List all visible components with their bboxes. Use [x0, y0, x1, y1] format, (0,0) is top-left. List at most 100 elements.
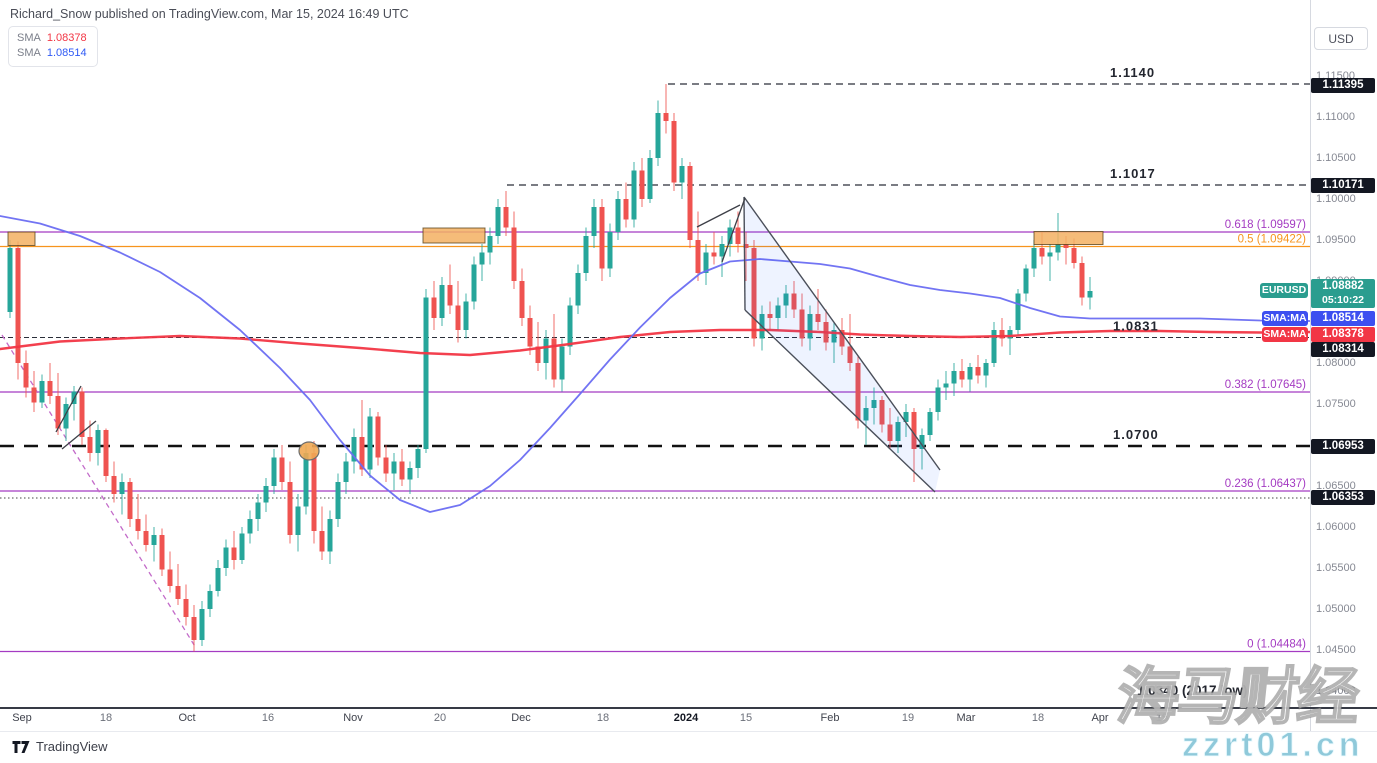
candle-body	[839, 330, 845, 347]
candle-body	[495, 207, 501, 236]
price-tick: 1.11000	[1316, 111, 1355, 123]
wedge-trendline[interactable]	[55, 385, 82, 433]
candle-body	[927, 412, 933, 435]
channel-line[interactable]	[743, 196, 746, 311]
supply-zone-box[interactable]	[1033, 231, 1104, 245]
candle-body	[599, 207, 605, 269]
candle-body	[447, 285, 453, 306]
candle-body	[95, 430, 101, 453]
candlestick-chart-canvas[interactable]: 1.1140 1.1017 1.0831 1.0700 0.618 (1.09597) 0…	[0, 0, 1310, 707]
candle-body	[1015, 293, 1021, 330]
supply-zone-box[interactable]	[422, 227, 486, 244]
wedge-trendline[interactable]	[61, 420, 97, 450]
publish-attribution: Richard_Snow published on TradingView.co…	[10, 7, 409, 21]
candle-body	[711, 252, 717, 257]
candle-body	[343, 461, 349, 482]
candle-body	[775, 305, 781, 318]
channel-line[interactable]	[744, 309, 936, 493]
candle-body	[551, 338, 557, 380]
candle-body	[223, 547, 229, 568]
candle-body	[215, 568, 221, 591]
channel-fill	[744, 197, 940, 492]
candle-body	[63, 404, 69, 429]
candle-body	[391, 461, 397, 474]
candle-body	[15, 248, 21, 363]
candle-body	[671, 121, 677, 183]
candle-body	[143, 531, 149, 545]
time-label: 15	[739, 712, 753, 724]
axis-currency-button[interactable]: USD	[1314, 27, 1368, 50]
candle-body	[255, 502, 261, 519]
sma-fast-line	[0, 328, 1310, 357]
candle-body	[991, 330, 997, 363]
candle-body	[247, 519, 253, 534]
candle-body	[783, 293, 789, 306]
circle-annotation[interactable]	[298, 441, 320, 461]
price-tick: 1.05000	[1316, 603, 1356, 615]
candle-body	[39, 381, 45, 403]
candle-body	[47, 381, 53, 396]
candle-body	[1087, 291, 1093, 298]
tradingview-attribution[interactable]: TradingView	[12, 739, 108, 754]
candle-body	[359, 437, 365, 470]
candle-body	[727, 227, 733, 244]
candle-body	[423, 297, 429, 449]
candle-body	[439, 285, 445, 318]
sma-label: SMA	[17, 32, 41, 44]
sma-slow-value: 1.08514	[46, 47, 87, 59]
wedge-trendline[interactable]	[696, 204, 741, 228]
descending-trendline[interactable]	[1, 334, 197, 649]
fib-label: 0.236 (1.06437)	[1225, 478, 1306, 490]
series-name-badge: EURUSD	[1260, 283, 1308, 298]
price-tick: 1.08000	[1316, 357, 1356, 369]
candle-body	[695, 240, 701, 273]
tradingview-brand-label: TradingView	[36, 739, 108, 754]
candle-body	[239, 533, 245, 560]
candle-body	[583, 236, 589, 273]
candle-body	[103, 430, 109, 476]
candle-body	[807, 314, 813, 339]
price-tick: 1.05500	[1316, 562, 1356, 574]
candle-body	[303, 453, 309, 507]
sma-label: SMA	[17, 47, 41, 59]
candle-body	[271, 457, 277, 486]
candle-body	[855, 363, 861, 421]
candle-body	[815, 314, 821, 322]
time-label: 18	[596, 712, 610, 724]
candle-body	[287, 482, 293, 535]
time-label: 19	[901, 712, 915, 724]
candle-body	[591, 207, 597, 236]
fib-label: 0.618 (1.09597)	[1225, 219, 1306, 231]
candle-body	[415, 449, 421, 468]
candle-body	[191, 617, 197, 640]
legend-sma-slow[interactable]: SMA 1.08514	[17, 46, 87, 61]
candle-body	[871, 400, 877, 408]
candle-body	[1007, 330, 1013, 339]
candle-body	[279, 457, 285, 482]
candle-body	[1039, 248, 1045, 257]
candle-body	[935, 387, 941, 412]
time-label: 15	[1155, 712, 1169, 724]
candle-body	[111, 476, 117, 494]
candle-body	[895, 422, 901, 441]
candle-body	[383, 457, 389, 474]
wedge-trendline[interactable]	[721, 197, 746, 263]
level-note-2017-low: 1.0340 (2017 low)	[1137, 683, 1247, 698]
price-tick: 1.10000	[1316, 193, 1356, 205]
candle-body	[55, 396, 61, 429]
candle-body	[751, 248, 757, 339]
candle-body	[1071, 248, 1077, 263]
candle-body	[607, 232, 613, 269]
series-name-badge: SMA:MA	[1262, 327, 1308, 342]
candle-body	[31, 387, 37, 403]
candle-body	[639, 170, 645, 199]
price-badge: 1.08378	[1311, 327, 1375, 342]
price-badge: 1.08314	[1311, 342, 1375, 357]
time-label: 16	[261, 712, 275, 724]
candle-body	[127, 482, 133, 519]
price-axis-border	[1310, 0, 1311, 731]
supply-zone-box[interactable]	[7, 231, 36, 246]
indicator-legend: SMA 1.08378 SMA 1.08514	[8, 26, 98, 67]
channel-line[interactable]	[743, 196, 941, 471]
legend-sma-fast[interactable]: SMA 1.08378	[17, 31, 87, 46]
